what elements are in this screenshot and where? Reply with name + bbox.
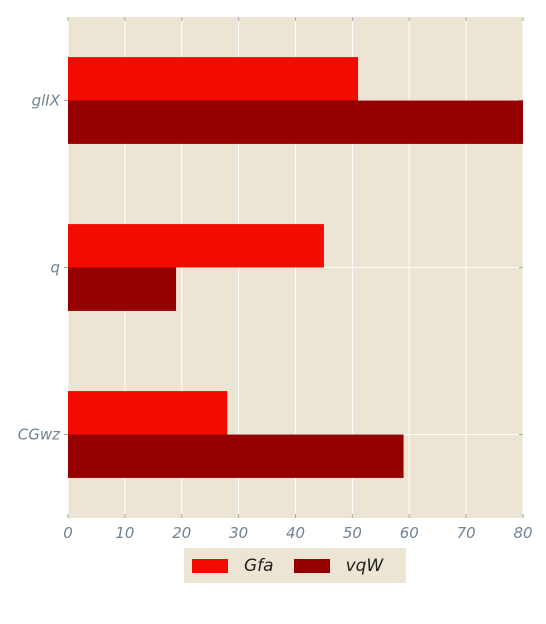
x-tick-label-2: 20: [172, 524, 191, 542]
x-tick-label-7: 70: [457, 524, 476, 542]
x-tick-label-8: 80: [513, 524, 532, 542]
y-tick-label-1: q: [50, 259, 60, 277]
legend-swatch-series-1: [293, 558, 330, 573]
bar-vqW-q: [68, 267, 177, 311]
legend-label-series-0: Gfa: [244, 555, 274, 576]
bar-Gfa-q: [68, 224, 324, 268]
x-tick-label-5: 50: [343, 524, 362, 542]
bar-Gfa-glIX: [68, 57, 359, 101]
legend-item-series-1: vqW: [293, 555, 384, 576]
y-tick-label-2: CGwz: [18, 426, 61, 444]
x-tick-label-4: 40: [286, 524, 305, 542]
legend-label-series-1: vqW: [345, 555, 384, 576]
bar-vqW-CGwz: [68, 434, 404, 478]
x-tick-label-6: 60: [400, 524, 419, 542]
legend-swatch-series-0: [192, 558, 228, 573]
bar-vqW-glIX: [68, 100, 523, 144]
chart-legend: Gfa vqW: [184, 548, 406, 583]
x-tick-label-0: 0: [63, 524, 73, 542]
y-tick-label-0: glIX: [32, 92, 61, 110]
legend-item-series-0: Gfa: [192, 556, 274, 576]
x-tick-label-3: 30: [229, 524, 248, 542]
bar-chart: glIX q CGwz 0 10 20 30 40 50 60 70 80: [18, 17, 533, 542]
x-tick-label-1: 10: [115, 524, 134, 542]
bar-Gfa-CGwz: [68, 391, 228, 435]
